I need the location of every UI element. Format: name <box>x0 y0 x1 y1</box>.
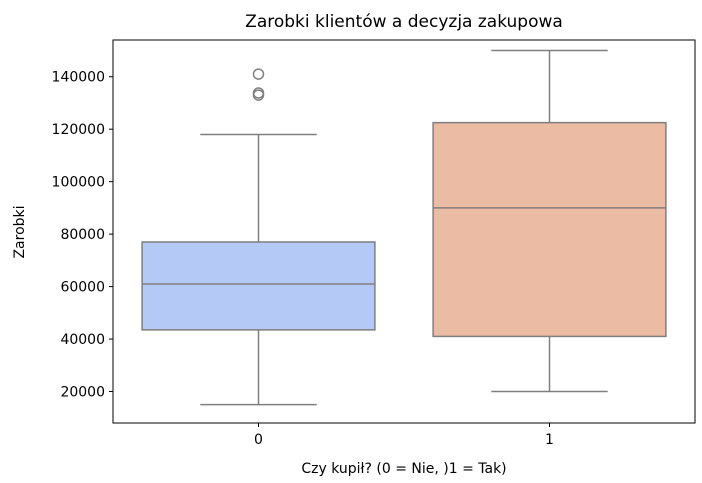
box-iqr-0 <box>141 241 376 331</box>
y-tick-label-3: 80000 <box>60 227 105 243</box>
y-tick-label-4: 100000 <box>52 175 105 191</box>
box-group-1 <box>432 49 667 393</box>
chart-title: Zarobki klientów a decyzja zakupowa <box>245 12 563 32</box>
y-tick-label-5: 120000 <box>52 122 105 138</box>
y-axis-ticks: 20000 40000 60000 80000 100000 120000 140000 <box>52 70 113 401</box>
plot-area <box>141 49 667 406</box>
axes-frame <box>112 39 696 424</box>
outlier-point-0-2 <box>252 68 265 80</box>
x-tick-label-1: 1 <box>545 432 554 448</box>
x-tick-label-0: 0 <box>254 432 263 448</box>
box-group-0 <box>141 68 376 406</box>
y-tick-label-2: 60000 <box>60 280 105 296</box>
y-axis-label: Zarobki <box>12 205 28 258</box>
y-tick-label-6: 140000 <box>52 70 105 86</box>
box-iqr-1 <box>432 121 667 338</box>
y-tick-label-1: 40000 <box>60 332 105 348</box>
x-axis-label: Czy kupił? (0 = Nie, )1 = Tak) <box>301 461 506 477</box>
y-tick-label-0: 20000 <box>60 385 105 401</box>
outlier-point-0-1 <box>252 87 265 99</box>
